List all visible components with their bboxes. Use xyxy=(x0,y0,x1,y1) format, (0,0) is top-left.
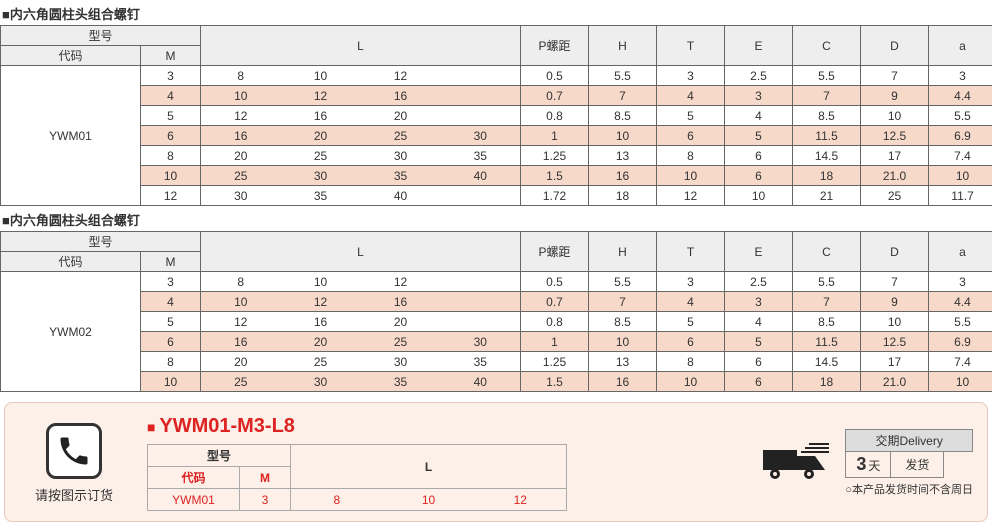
table-row: 6162025301106511.512.56.9 xyxy=(1,332,992,352)
order-example-code: YWM01-M3-L8 xyxy=(147,415,743,438)
table-row: 6162025301106511.512.56.9 xyxy=(1,126,992,146)
table-row: 41012160.7743794.4 xyxy=(1,86,992,106)
code-cell: YWM02 xyxy=(1,272,141,392)
truck-icon xyxy=(761,440,831,487)
table-row: 51216200.88.5548.5105.5 xyxy=(1,106,992,126)
phone-icon xyxy=(46,423,102,479)
table-row: 10253035401.5161061821.010 xyxy=(1,372,992,392)
delivery-note: ○本产品发货时间不含周日 xyxy=(845,481,973,497)
spec-table: 型号LP螺距HTECDa代码MYWM013810120.55.532.55.57… xyxy=(0,25,992,206)
table-row: YWM013810120.55.532.55.573 xyxy=(1,66,992,86)
delivery-title: 交期Delivery xyxy=(845,429,973,452)
table-row: 8202530351.25138614.5177.4 xyxy=(1,352,992,372)
table-row: YWM023810120.55.532.55.573 xyxy=(1,272,992,292)
spec-table: 型号LP螺距HTECDa代码MYWM023810120.55.532.55.57… xyxy=(0,231,992,392)
order-panel: 请按图示订货 YWM01-M3-L8 型号L代码MYWM01381012 交期Deli… xyxy=(4,402,988,522)
delivery-days: 3天 xyxy=(845,452,891,478)
phone-label: 请按图示订货 xyxy=(19,485,129,504)
order-table: 型号L代码MYWM01381012 xyxy=(147,444,567,511)
table-title: ■内六角圆柱头组合螺钉 xyxy=(0,206,992,231)
table-row: 41012160.7743794.4 xyxy=(1,292,992,312)
table-row: 8202530351.25138614.5177.4 xyxy=(1,146,992,166)
delivery-ship: 发货 xyxy=(891,452,944,478)
table-row: 10253035401.5161061821.010 xyxy=(1,166,992,186)
table-row: 123035401.72181210212511.7 xyxy=(1,186,992,206)
table-title: ■内六角圆柱头组合螺钉 xyxy=(0,0,992,25)
code-cell: YWM01 xyxy=(1,66,141,206)
table-row: 51216200.88.5548.5105.5 xyxy=(1,312,992,332)
